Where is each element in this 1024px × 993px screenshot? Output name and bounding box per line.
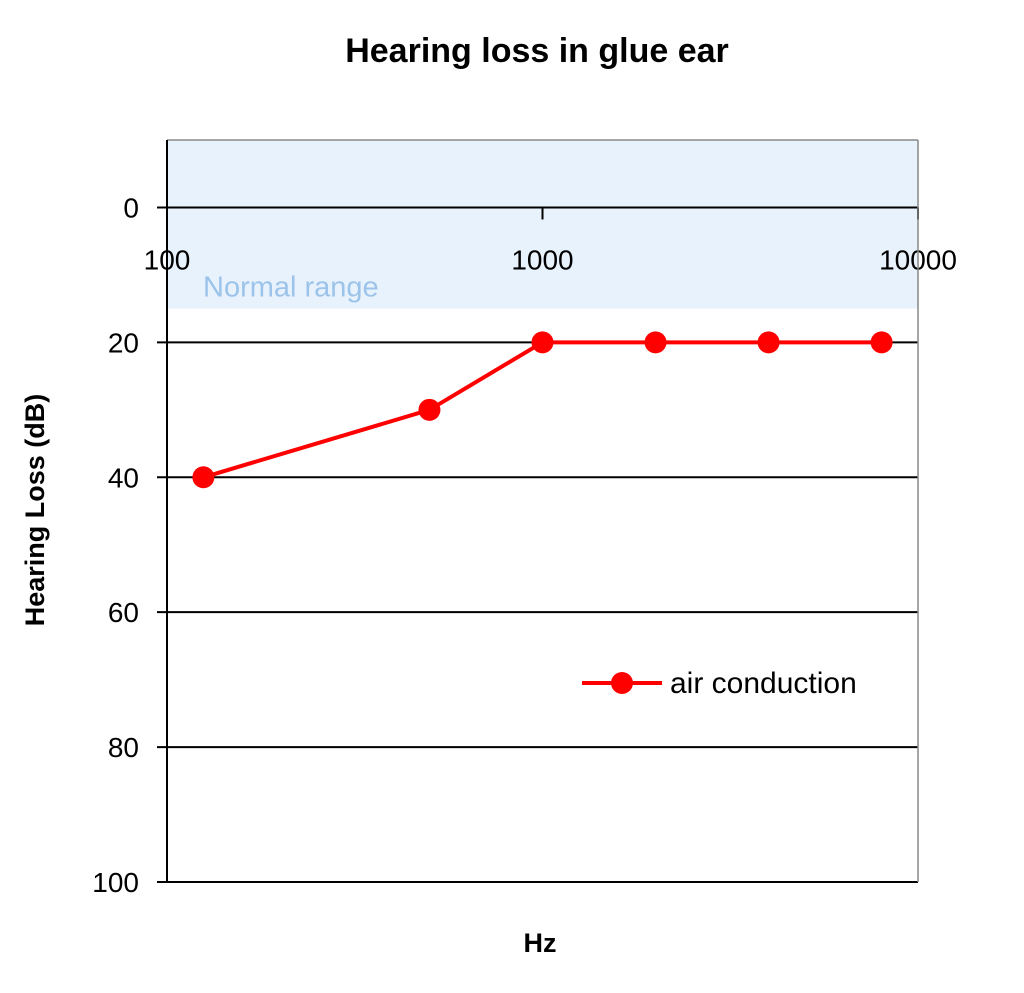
data-point-8000hz [870, 331, 893, 354]
y-tick-label-100: 100 [92, 867, 139, 898]
x-axis-label: Hz [524, 928, 557, 958]
series-layer [192, 331, 893, 489]
y-tick-label-40: 40 [108, 462, 139, 493]
legend-label-air-conduction: air conduction [670, 667, 857, 700]
series-line-air-conduction [202, 340, 882, 480]
y-tick-label-60: 60 [108, 597, 139, 628]
legend-marker-air-conduction [611, 672, 633, 694]
y-axis-ticks: 0 20 40 60 80 100 [92, 192, 139, 898]
normal-range-band [167, 140, 918, 309]
data-point-500hz [418, 398, 441, 421]
y-tick-label-20: 20 [108, 327, 139, 358]
legend: air conduction [582, 667, 857, 700]
normal-range-label: Normal range [203, 272, 379, 304]
data-point-4000hz [757, 331, 780, 354]
data-point-125hz [192, 466, 215, 489]
chart-title: Hearing loss in glue ear [345, 32, 729, 70]
y-tick-label-0: 0 [123, 192, 139, 223]
y-axis-label: Hearing Loss (dB) [20, 394, 50, 627]
data-point-2000hz [644, 331, 667, 354]
y-tick-label-80: 80 [108, 732, 139, 763]
data-point-1000hz [531, 331, 554, 354]
x-tick-label-1000: 1000 [511, 244, 573, 275]
